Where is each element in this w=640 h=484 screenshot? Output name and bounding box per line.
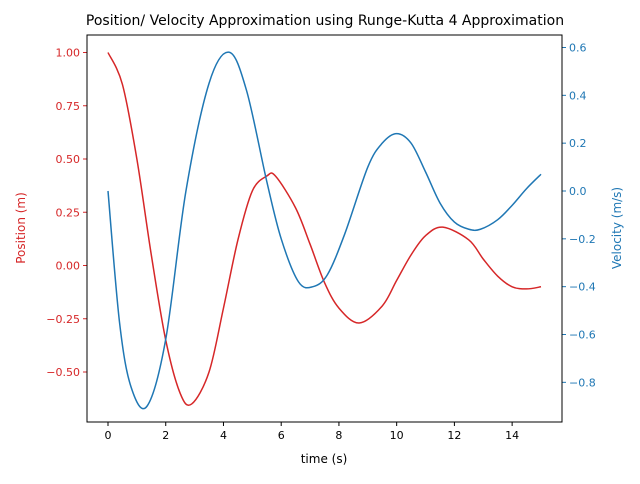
- left-y-tick-label: 0.75: [56, 100, 81, 113]
- velocity-series-line: [107, 51, 542, 410]
- left-y-tick-label: 0.25: [56, 206, 81, 219]
- x-tick-label: 12: [447, 429, 461, 442]
- left-y-tick-label: −0.25: [46, 313, 80, 326]
- right-y-tick-label: −0.2: [569, 233, 596, 246]
- right-y-tick-label: −0.4: [569, 281, 596, 294]
- x-tick-label: 0: [105, 429, 112, 442]
- x-tick-label: 2: [162, 429, 169, 442]
- chart-title: Position/ Velocity Approximation using R…: [86, 13, 564, 29]
- left-y-tick-label: 0.50: [56, 153, 81, 166]
- left-y-tick-label: −0.50: [46, 366, 80, 379]
- x-axis-ticks: 0 2 4 6 8 10 12 14: [105, 422, 519, 442]
- right-y-axis-label: Velocity (m/s): [610, 187, 624, 269]
- right-y-tick-label: −0.6: [569, 329, 596, 342]
- right-y-tick-label: 0.0: [569, 185, 587, 198]
- left-y-axis-label: Position (m): [14, 192, 28, 264]
- x-axis-label: time (s): [301, 452, 348, 466]
- x-tick-label: 6: [278, 429, 285, 442]
- position-series-line: [107, 52, 542, 407]
- right-y-tick-label: 0.2: [569, 137, 587, 150]
- plot-frame: [86, 34, 563, 423]
- series-lines: [107, 51, 542, 410]
- right-y-axis-ticks: −0.8 −0.6 −0.4 −0.2 0.0 0.2 0.4 0.6: [562, 42, 596, 389]
- x-tick-label: 4: [220, 429, 227, 442]
- left-y-axis-ticks: −0.50 −0.25 0.00 0.25 0.50 0.75 1.00: [46, 47, 87, 379]
- right-y-tick-label: 0.4: [569, 89, 587, 102]
- right-y-tick-label: 0.6: [569, 42, 587, 55]
- left-y-tick-label: 0.00: [56, 260, 81, 273]
- x-tick-label: 8: [335, 429, 342, 442]
- right-y-tick-label: −0.8: [569, 376, 596, 389]
- x-tick-label: 10: [390, 429, 404, 442]
- x-tick-label: 14: [505, 429, 519, 442]
- left-y-tick-label: 1.00: [56, 47, 81, 60]
